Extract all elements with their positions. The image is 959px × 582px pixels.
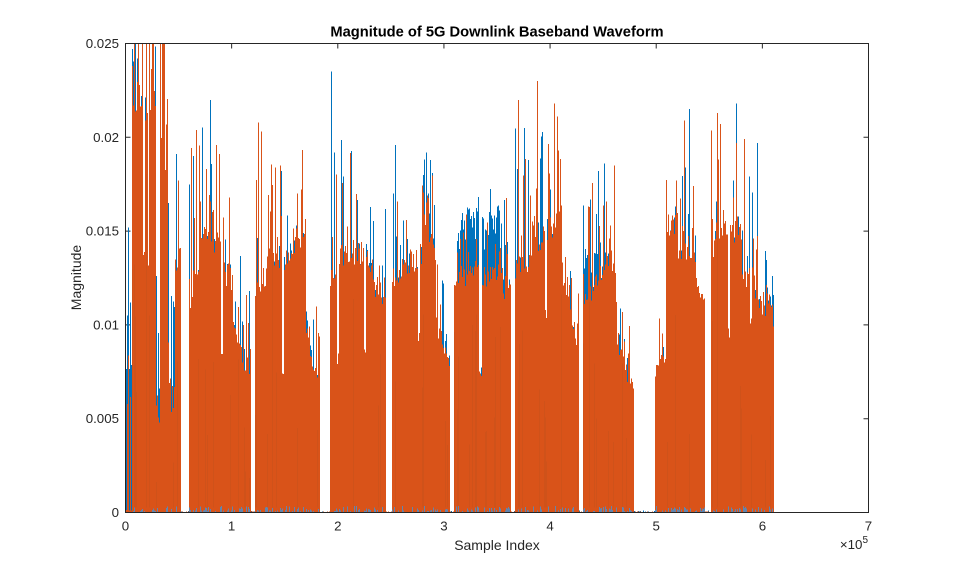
svg-text:0.01: 0.01: [93, 317, 119, 332]
svg-text:0.02: 0.02: [93, 130, 119, 145]
svg-text:Sample Index: Sample Index: [454, 537, 540, 553]
svg-text:Magnitude of 5G Downlink Baseb: Magnitude of 5G Downlink Baseband Wavefo…: [330, 25, 663, 41]
svg-text:3: 3: [440, 519, 447, 534]
svg-text:7: 7: [865, 519, 872, 534]
svg-text:1: 1: [228, 519, 235, 534]
svg-text:Magnitude: Magnitude: [68, 245, 84, 311]
svg-text:6: 6: [759, 519, 766, 534]
svg-text:2: 2: [334, 519, 341, 534]
svg-text:0.025: 0.025: [86, 36, 119, 51]
svg-text:0.005: 0.005: [86, 411, 119, 426]
svg-text:0.015: 0.015: [86, 224, 119, 239]
svg-text:4: 4: [546, 519, 553, 534]
svg-text:×105: ×105: [840, 535, 869, 552]
svg-text:5: 5: [652, 519, 659, 534]
svg-text:0: 0: [112, 505, 119, 520]
svg-text:0: 0: [122, 519, 129, 534]
